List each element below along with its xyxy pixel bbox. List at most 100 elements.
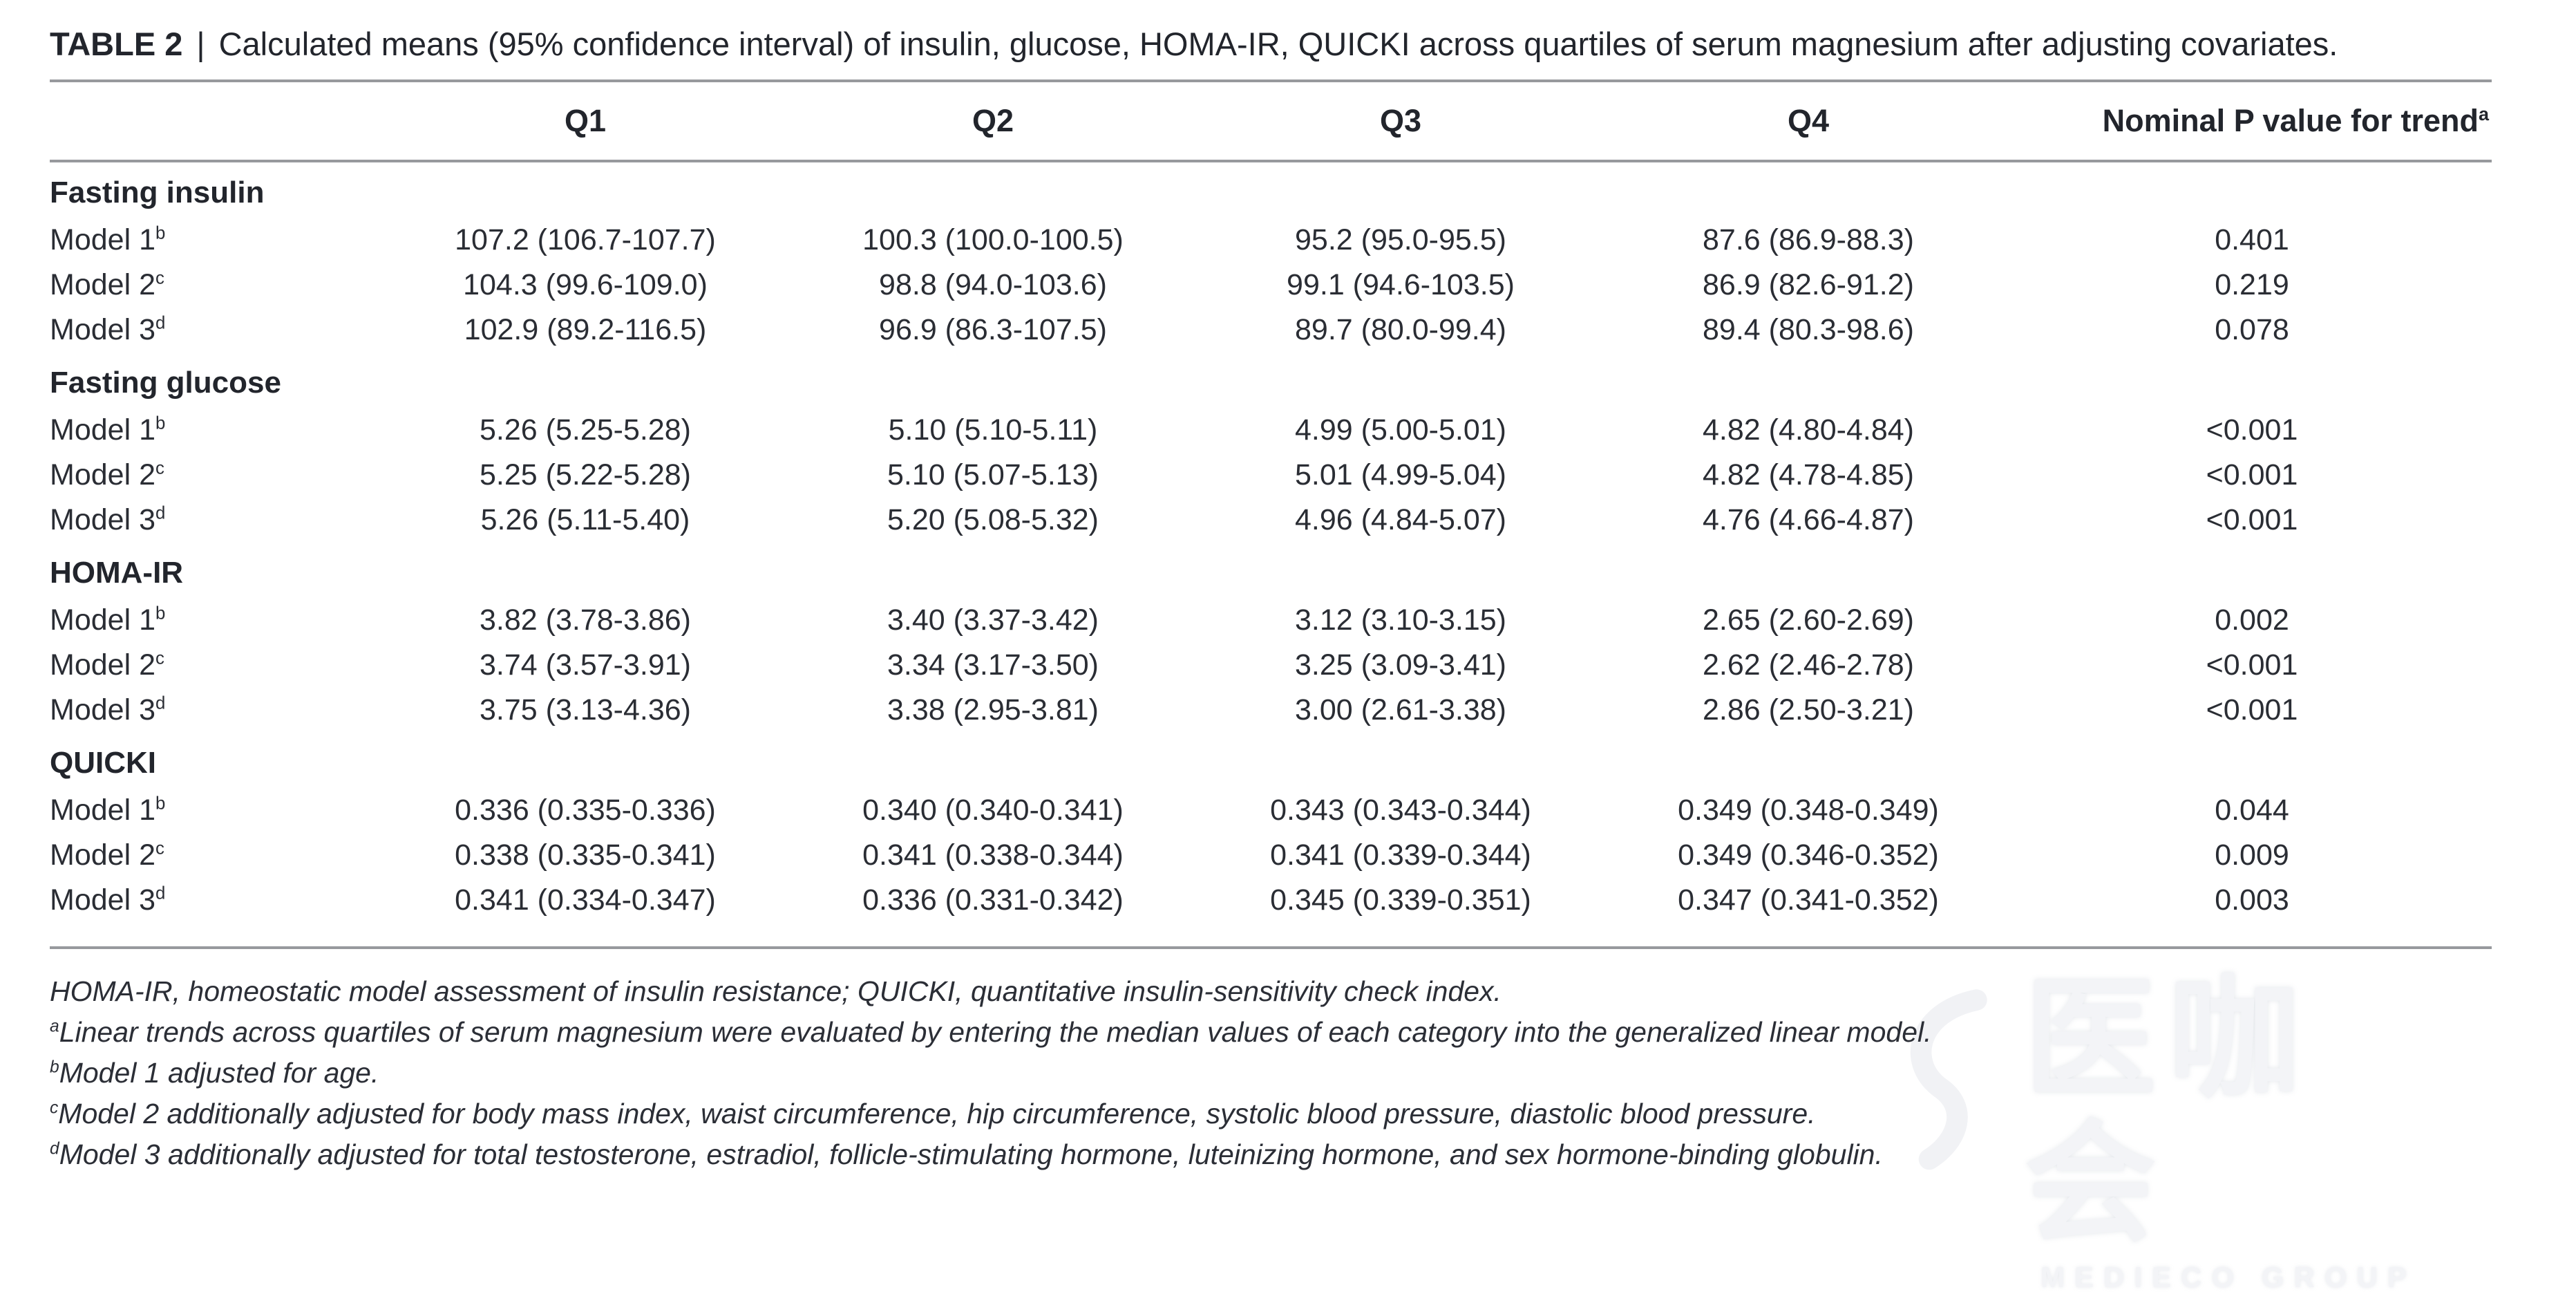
watermark-cn-text: 医咖会 bbox=[2025, 966, 2313, 1257]
cell-p-value: 0.003 bbox=[2012, 878, 2492, 949]
cell-q2: 96.9 (86.3-107.5) bbox=[879, 313, 1107, 346]
row-footnote-mark: c bbox=[155, 648, 164, 668]
cell-q2: 3.38 (2.95-3.81) bbox=[887, 693, 1099, 726]
cell-q4: 2.65 (2.60-2.69) bbox=[1703, 603, 1914, 637]
row-footnote-mark: b bbox=[155, 603, 166, 623]
cell-q2: 100.3 (100.0-100.5) bbox=[862, 223, 1124, 256]
cell-p-value: 0.009 bbox=[2215, 838, 2289, 872]
cell-q1: 5.26 (5.11-5.40) bbox=[480, 503, 690, 536]
cell-p-value: <0.001 bbox=[2206, 503, 2298, 536]
cell-q3: 5.01 (4.99-5.04) bbox=[1295, 458, 1506, 491]
footnote-mark: d bbox=[50, 1139, 59, 1159]
cell-q2: 5.10 (5.10-5.11) bbox=[888, 413, 1098, 447]
row-footnote-mark: b bbox=[155, 794, 166, 814]
row-label: Model 1 bbox=[50, 413, 155, 447]
p-header-footnote-mark: a bbox=[2478, 104, 2489, 124]
table-row: Model 3d 3.75 (3.13-4.36) 3.38 (2.95-3.8… bbox=[50, 688, 2492, 733]
footnotes: HOMA-IR, homeostatic model assessment of… bbox=[50, 971, 2576, 1175]
table-row: Model 1b 0.336 (0.335-0.336) 0.340 (0.34… bbox=[50, 788, 2492, 833]
table-row: Model 1b 5.26 (5.25-5.28) 5.10 (5.10-5.1… bbox=[50, 408, 2492, 453]
cell-q1: 102.9 (89.2-116.5) bbox=[464, 313, 707, 346]
table-row: Model 2c 5.25 (5.22-5.28) 5.10 (5.07-5.1… bbox=[50, 453, 2492, 498]
footnote-text: HOMA-IR, homeostatic model assessment of… bbox=[50, 975, 1502, 1007]
row-footnote-mark: d bbox=[155, 503, 166, 523]
col-header-p-trend: Nominal P value for trenda bbox=[2012, 79, 2492, 162]
p-header-text: Nominal P value for trend bbox=[2102, 103, 2479, 138]
cell-q2: 0.340 (0.340-0.341) bbox=[862, 794, 1124, 827]
watermark-sub-text: MEDIECO GROUP bbox=[2040, 1261, 2416, 1293]
cell-p-value: 0.044 bbox=[2215, 794, 2289, 827]
footnote-mark: b bbox=[50, 1058, 59, 1077]
watermark: 医咖会 MEDIECO GROUP bbox=[1879, 968, 2432, 1294]
paper-table-page: TABLE 2 | Calculated means (95% confidence… bbox=[50, 26, 2576, 1175]
row-label: Model 2 bbox=[50, 838, 155, 872]
cell-q2: 5.20 (5.08-5.32) bbox=[887, 503, 1099, 536]
section-header: Fasting insulin bbox=[50, 176, 265, 209]
footnote-text: Linear trends across quartiles of serum … bbox=[59, 1016, 1932, 1048]
cell-q3: 89.7 (80.0-99.4) bbox=[1295, 313, 1506, 346]
row-footnote-mark: b bbox=[155, 223, 166, 243]
footnote-text: Model 1 adjusted for age. bbox=[59, 1057, 379, 1089]
table-caption-text: Calculated means (95% confidence interva… bbox=[218, 26, 2338, 62]
cell-q1: 5.26 (5.25-5.28) bbox=[480, 413, 691, 447]
cell-p-value: <0.001 bbox=[2206, 648, 2298, 682]
cell-p-value: <0.001 bbox=[2206, 413, 2298, 447]
table-caption-label: TABLE 2 bbox=[50, 26, 183, 62]
cell-q3: 0.345 (0.339-0.351) bbox=[1197, 878, 1604, 949]
table-row: Model 1b 107.2 (106.7-107.7) 100.3 (100.… bbox=[50, 218, 2492, 263]
cell-q4: 86.9 (82.6-91.2) bbox=[1703, 268, 1914, 301]
col-header-q4: Q4 bbox=[1604, 79, 2012, 162]
col-header-q3: Q3 bbox=[1197, 79, 1604, 162]
cell-q3: 0.341 (0.339-0.344) bbox=[1270, 838, 1531, 872]
cell-q4: 0.347 (0.341-0.352) bbox=[1604, 878, 2012, 949]
cell-q1: 104.3 (99.6-109.0) bbox=[463, 268, 708, 301]
cell-p-value: <0.001 bbox=[2206, 693, 2298, 726]
cell-q1: 0.341 (0.334-0.347) bbox=[381, 878, 789, 949]
cell-q1: 3.75 (3.13-4.36) bbox=[480, 693, 691, 726]
cell-p-value: 0.002 bbox=[2215, 603, 2289, 637]
cell-q2: 3.34 (3.17-3.50) bbox=[887, 648, 1099, 682]
table-row: Model 2c 3.74 (3.57-3.91) 3.34 (3.17-3.5… bbox=[50, 643, 2492, 688]
section-row-quicki: QUICKI bbox=[50, 733, 2492, 788]
cell-q1: 3.74 (3.57-3.91) bbox=[480, 648, 691, 682]
row-label: Model 1 bbox=[50, 794, 155, 827]
cell-q3: 3.00 (2.61-3.38) bbox=[1295, 693, 1506, 726]
cell-q1: 5.25 (5.22-5.28) bbox=[480, 458, 691, 491]
col-header-q2: Q2 bbox=[789, 79, 1197, 162]
footnote-b: bModel 1 adjusted for age. bbox=[50, 1053, 2576, 1094]
col-header-q1: Q1 bbox=[381, 79, 789, 162]
row-footnote-mark: b bbox=[155, 413, 166, 433]
cell-q4: 4.82 (4.78-4.85) bbox=[1703, 458, 1914, 491]
footnote-mark: c bbox=[50, 1098, 59, 1118]
cell-q1: 107.2 (106.7-107.7) bbox=[455, 223, 716, 256]
cell-q2: 5.10 (5.07-5.13) bbox=[887, 458, 1099, 491]
cell-q3: 99.1 (94.6-103.5) bbox=[1287, 268, 1515, 301]
section-row-fasting-insulin: Fasting insulin bbox=[50, 161, 2492, 218]
table-row: Model 3d 102.9 (89.2-116.5) 96.9 (86.3-1… bbox=[50, 308, 2492, 353]
cell-p-value: 0.219 bbox=[2215, 268, 2289, 301]
row-label: Model 1 bbox=[50, 603, 155, 637]
section-header: QUICKI bbox=[50, 746, 156, 780]
row-footnote-mark: c bbox=[155, 268, 164, 288]
section-header: HOMA-IR bbox=[50, 556, 184, 590]
row-label: Model 2 bbox=[50, 648, 155, 682]
row-footnote-mark: d bbox=[155, 883, 166, 903]
cell-q1: 3.82 (3.78-3.86) bbox=[480, 603, 691, 637]
footnote-mark: a bbox=[50, 1017, 59, 1036]
footnote-a: aLinear trends across quartiles of serum… bbox=[50, 1012, 2576, 1053]
cell-q4: 89.4 (80.3-98.6) bbox=[1703, 313, 1914, 346]
footnote-text: Model 2 additionally adjusted for body m… bbox=[58, 1098, 1816, 1129]
table-row: Model 3d 5.26 (5.11-5.40) 5.20 (5.08-5.3… bbox=[50, 498, 2492, 543]
footnote-c: cModel 2 additionally adjusted for body … bbox=[50, 1094, 2576, 1134]
row-footnote-mark: d bbox=[155, 313, 166, 333]
table-row: Model 2c 104.3 (99.6-109.0) 98.8 (94.0-1… bbox=[50, 263, 2492, 308]
row-label: Model 3 bbox=[50, 313, 155, 346]
table-row: Model 1b 3.82 (3.78-3.86) 3.40 (3.37-3.4… bbox=[50, 598, 2492, 643]
section-row-fasting-glucose: Fasting glucose bbox=[50, 353, 2492, 408]
cell-q1: 0.336 (0.335-0.336) bbox=[455, 794, 716, 827]
row-label: Model 2 bbox=[50, 268, 155, 301]
cell-p-value: 0.401 bbox=[2215, 223, 2289, 256]
footnote-text: Model 3 additionally adjusted for total … bbox=[59, 1138, 1883, 1170]
footnote-abbreviations: HOMA-IR, homeostatic model assessment of… bbox=[50, 971, 2576, 1012]
row-label: Model 3 bbox=[50, 503, 155, 536]
